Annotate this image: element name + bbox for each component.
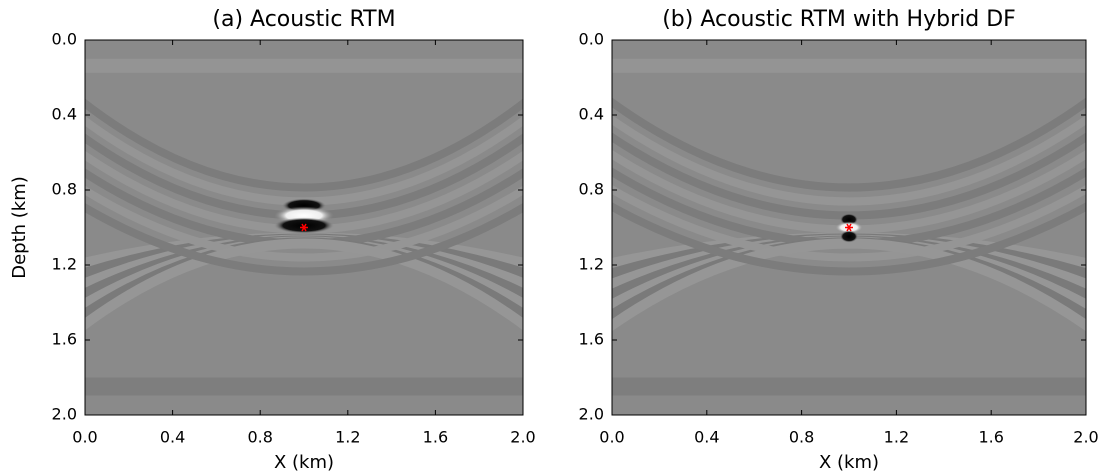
event-dark <box>840 230 858 243</box>
x-tick-label: 1.2 <box>335 428 360 447</box>
y-tick-label: 0.4 <box>579 105 604 124</box>
y-tick-label: 1.2 <box>579 255 604 274</box>
y-tick-label: 0.8 <box>52 180 77 199</box>
x-tick-label: 1.6 <box>978 428 1003 447</box>
plot-frame <box>84 39 524 416</box>
x-tick-label: 1.6 <box>423 428 448 447</box>
x-tick-label: 0.0 <box>599 428 624 447</box>
image <box>85 40 523 415</box>
texture-arc <box>612 114 1086 206</box>
x-axis-label: X (km) <box>819 452 879 473</box>
x-tick-label: 1.2 <box>884 428 909 447</box>
texture-arc <box>85 203 523 276</box>
x-axis-label: X (km) <box>274 452 334 473</box>
x-tick-label: 0.8 <box>789 428 814 447</box>
texture-arc <box>85 185 523 262</box>
texture-arc <box>612 238 1086 332</box>
x-tick-label: 0.8 <box>247 428 272 447</box>
texture-arc <box>85 98 523 192</box>
x-tick-label: 0.4 <box>694 428 719 447</box>
image <box>612 40 1086 415</box>
panel: 0.0 0.4 0.8 1.2 1.6 2.0 0.0 0.4 0.8 1.2 1.6 2.0 (a) … <box>9 7 536 473</box>
texture-arc <box>85 238 523 331</box>
y-tick-label: 1.6 <box>579 330 604 349</box>
x-tick-label: 2.0 <box>1073 428 1098 447</box>
texture-arc <box>612 97 1086 192</box>
event-dark <box>274 217 334 234</box>
y-axis-label: Depth (km) <box>9 176 30 279</box>
y-tick-label: 2.0 <box>579 405 604 424</box>
x-tick-label: 0.0 <box>72 428 97 447</box>
source-marker <box>300 223 308 232</box>
plot-frame <box>611 39 1087 416</box>
texture-band <box>85 377 523 396</box>
texture-band <box>612 58 1086 73</box>
texture-band <box>612 377 1086 396</box>
texture-band <box>85 58 523 73</box>
y-tick-label: 1.2 <box>52 255 77 274</box>
texture-arc <box>612 184 1086 262</box>
texture-arc <box>612 202 1086 276</box>
panel: 0.0 0.4 0.8 1.2 1.6 2.0 0.0 0.4 0.8 1.2 1.6 2.0 (b) … <box>579 7 1099 473</box>
chart-title: (b) Acoustic RTM with Hybrid DF <box>662 7 1016 32</box>
y-tick-label: 1.6 <box>52 330 77 349</box>
y-tick-label: 2.0 <box>52 405 77 424</box>
y-tick-label: 0.4 <box>52 105 77 124</box>
source-marker <box>845 223 853 232</box>
chart-title: (a) Acoustic RTM <box>212 7 395 32</box>
y-tick-label: 0.8 <box>579 180 604 199</box>
y-tick-label: 0.0 <box>52 30 77 49</box>
y-tick-label: 0.0 <box>579 30 604 49</box>
x-tick-label: 2.0 <box>510 428 535 447</box>
x-tick-label: 0.4 <box>160 428 185 447</box>
